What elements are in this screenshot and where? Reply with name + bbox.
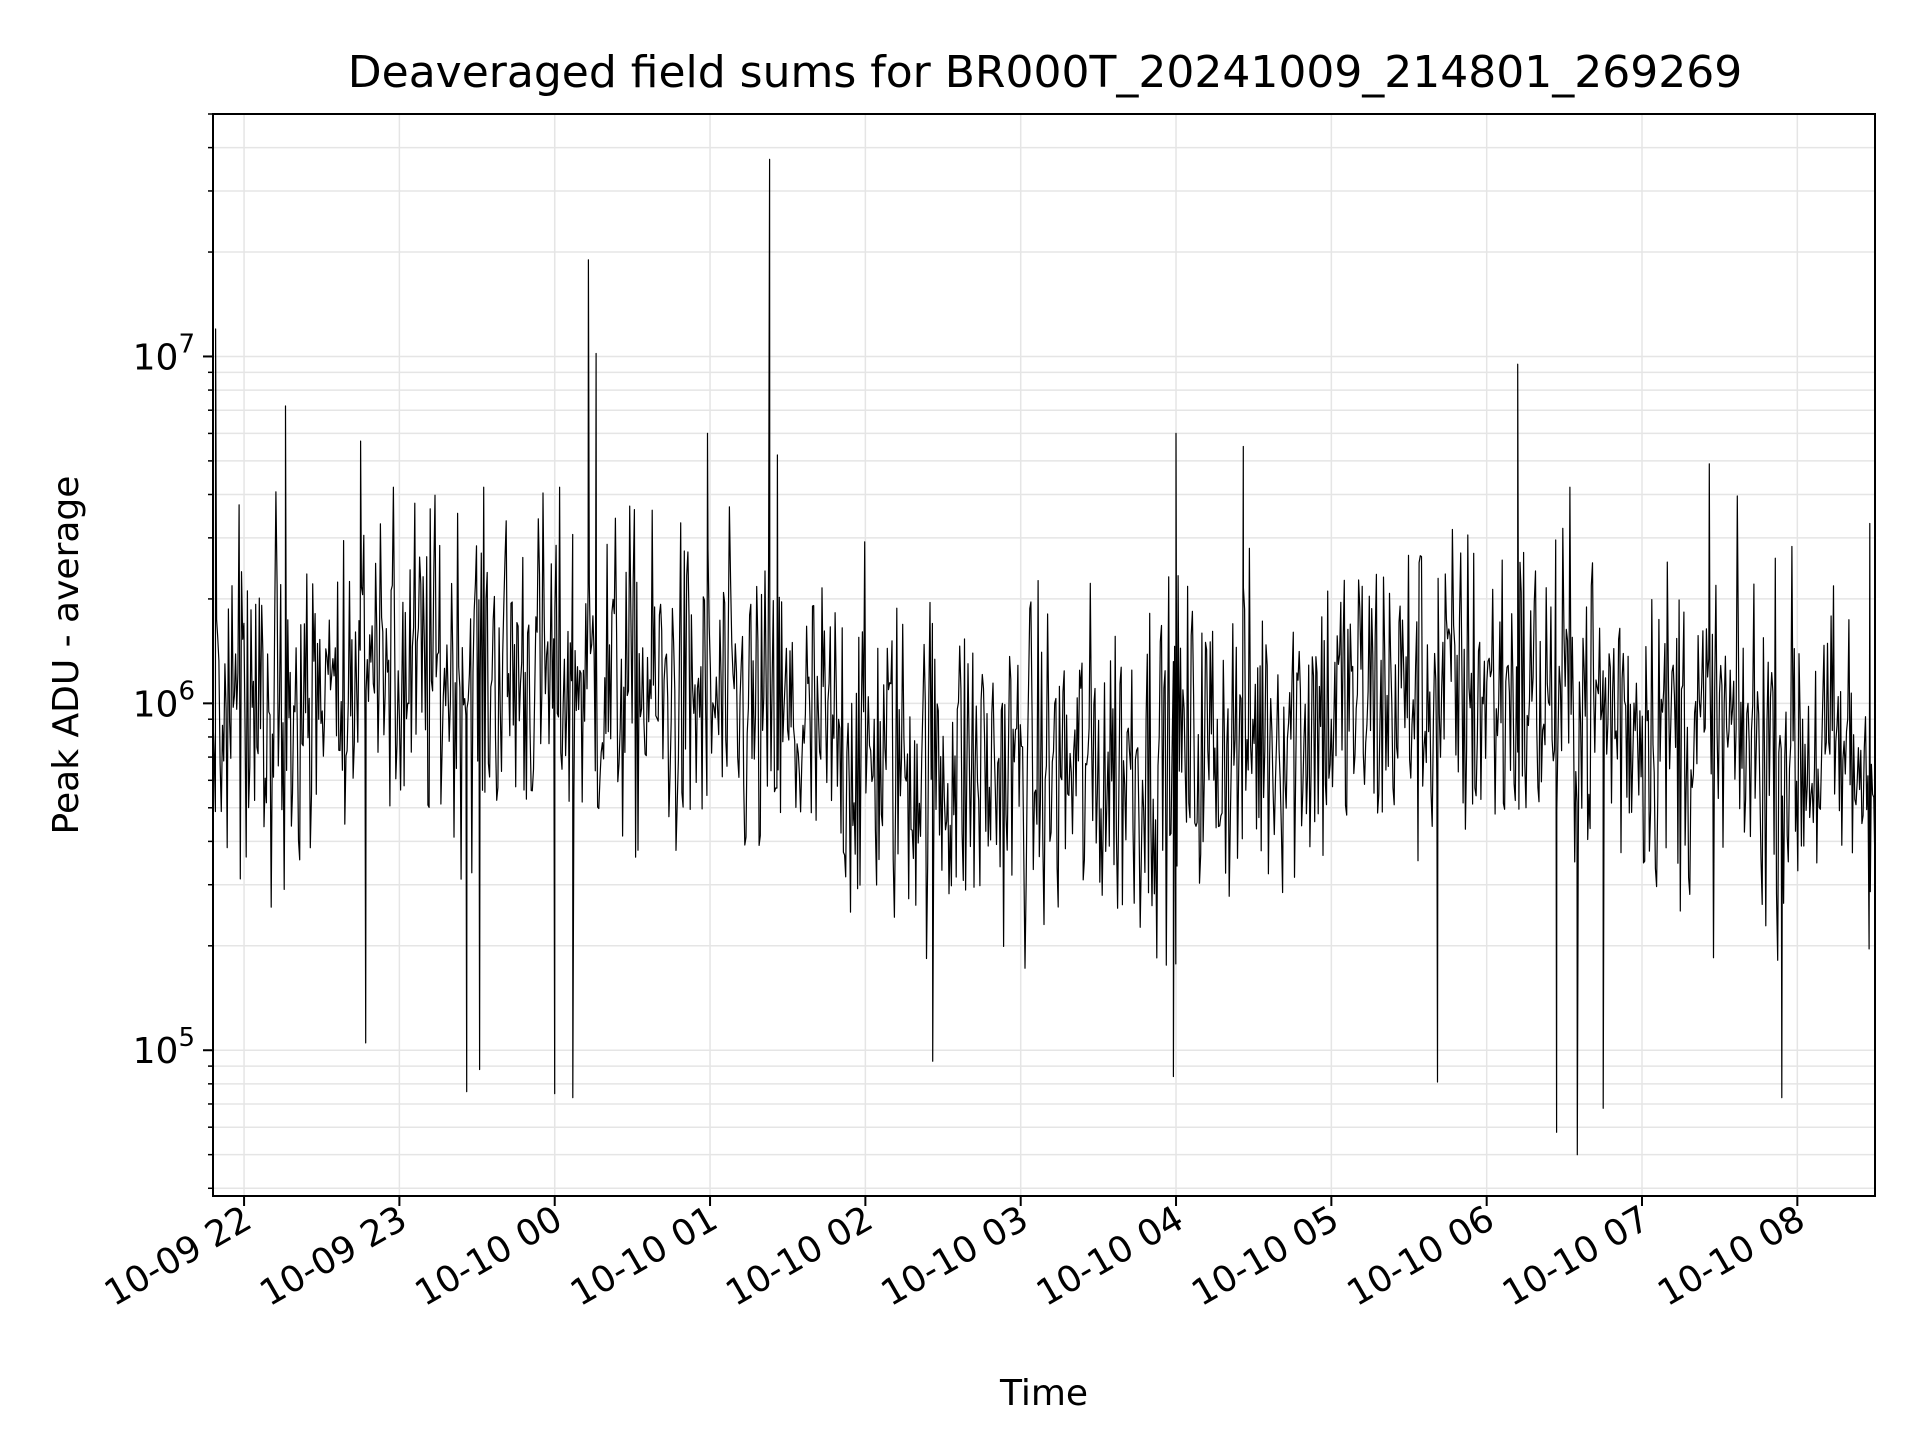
grid — [213, 113, 1875, 1196]
series-line — [212, 158, 1876, 1156]
x-axis-label: Time — [999, 1373, 1088, 1414]
plot-frame — [212, 113, 1876, 1197]
y-axis-label: Peak ADU - average — [46, 476, 87, 835]
y-tick-label: 107 — [133, 329, 195, 378]
y-axis: 105 106 107 — [133, 113, 213, 1190]
y-tick-label: 105 — [133, 1023, 195, 1072]
y-tick-label: 106 — [133, 676, 195, 725]
chart-title: Deaveraged field sums for BR000T_2024100… — [348, 47, 1743, 98]
series-layer — [212, 158, 1876, 1156]
